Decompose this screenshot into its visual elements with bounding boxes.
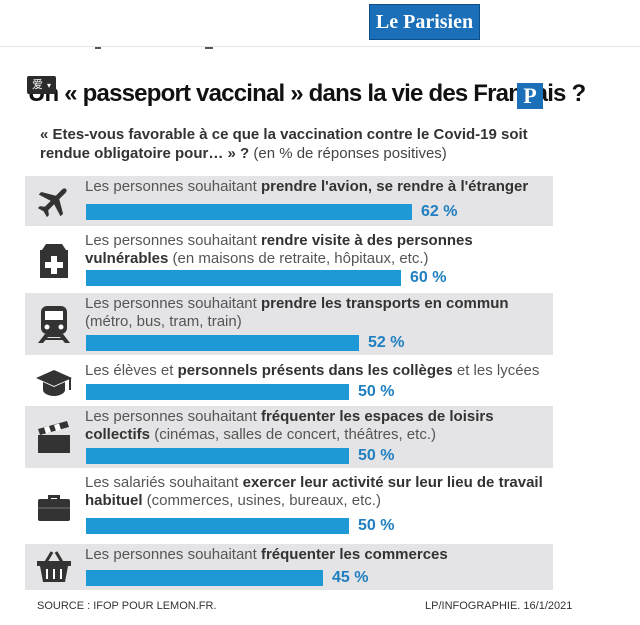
category-label: Les salariés souhaitant exercer leur act… xyxy=(85,474,555,510)
chart-row: Les salariés souhaitant exercer leur act… xyxy=(25,472,553,540)
value-label: 60 % xyxy=(410,269,447,286)
scan-artifact xyxy=(95,47,101,49)
category-label: Les élèves et personnels présents dans l… xyxy=(85,362,555,380)
value-label: 50 % xyxy=(358,447,395,464)
label-text: (cinémas, salles de concert, théâtres, e… xyxy=(150,426,436,443)
label-text: Les salariés souhaitant xyxy=(85,474,243,491)
briefcase-icon xyxy=(29,483,79,529)
le-parisien-logo[interactable]: Le Parisien xyxy=(369,4,480,40)
label-emphasis: rendre visite à des personnes vulnérable… xyxy=(85,232,473,267)
chevron-down-icon: ▾ xyxy=(47,81,52,90)
label-text: et les lycées xyxy=(452,362,540,379)
bar xyxy=(86,448,349,464)
label-emphasis: personnels présents dans les collèges xyxy=(177,362,453,379)
label-emphasis: exercer leur activité sur leur lieu de t… xyxy=(85,474,543,509)
medical-cross-icon xyxy=(29,237,79,283)
value-label: 52 % xyxy=(368,334,405,351)
parisien-p-logo: P xyxy=(517,83,543,109)
bar xyxy=(86,518,349,534)
label-text: Les personnes souhaitant xyxy=(85,408,261,425)
category-label: Les personnes souhaitant prendre l'avion… xyxy=(85,178,555,196)
scan-artifact xyxy=(205,47,213,49)
bar xyxy=(86,270,401,286)
value-label: 62 % xyxy=(421,203,458,220)
tag-label: 爱 xyxy=(32,79,43,91)
shopping-basket-icon xyxy=(29,544,79,590)
value-label: 50 % xyxy=(358,383,395,400)
question-unit: (en % de réponses positives) xyxy=(249,145,447,162)
chart-row: Les personnes souhaitant prendre les tra… xyxy=(25,293,553,355)
bar xyxy=(86,335,359,351)
label-emphasis: fréquenter les commerces xyxy=(260,546,448,563)
category-label: Les personnes souhaitant rendre visite à… xyxy=(85,232,555,268)
bar xyxy=(86,384,349,400)
chart-title: Un « passeport vaccinal » dans la vie de… xyxy=(28,80,586,107)
value-label: 50 % xyxy=(358,517,395,534)
chart-row: Les personnes souhaitant fréquenter les … xyxy=(25,544,553,590)
clapperboard-icon xyxy=(29,414,79,460)
source-note: SOURCE : IFOP POUR LEMON.FR. xyxy=(37,600,217,612)
label-emphasis: prendre les transports en commun xyxy=(260,295,509,312)
chart-row: Les personnes souhaitant fréquenter les … xyxy=(25,406,553,468)
survey-question: « Etes-vous favorable à ce que la vaccin… xyxy=(40,125,540,163)
chart-row: Les personnes souhaitant prendre l'avion… xyxy=(25,176,553,226)
category-label: Les personnes souhaitant fréquenter les … xyxy=(85,546,555,564)
tag-badge[interactable]: 爱 ▾ xyxy=(27,76,57,94)
value-label: 45 % xyxy=(332,569,369,586)
train-icon xyxy=(29,301,79,347)
category-label: Les personnes souhaitant prendre les tra… xyxy=(85,295,555,331)
airplane-icon xyxy=(29,178,79,224)
header-divider xyxy=(0,46,640,47)
label-text: (commerces, usines, bureaux, etc.) xyxy=(142,492,381,509)
bar xyxy=(86,204,412,220)
label-text: Les personnes souhaitant xyxy=(85,546,261,563)
question-text: « Etes-vous favorable à ce que la vaccin… xyxy=(40,126,528,162)
credit-note: LP/INFOGRAPHIE. 16/1/2021 xyxy=(425,600,573,612)
label-text: Les personnes souhaitant xyxy=(85,178,261,195)
label-text: (métro, bus, tram, train) xyxy=(85,313,242,330)
label-emphasis: fréquenter les espaces de loisirs collec… xyxy=(85,408,494,443)
chart-row: Les personnes souhaitant rendre visite à… xyxy=(25,230,553,290)
label-emphasis: prendre l'avion, se rendre à l'étranger xyxy=(260,178,529,195)
label-text: (en maisons de retraite, hôpitaux, etc.) xyxy=(168,250,429,267)
label-text: Les élèves et xyxy=(85,362,178,379)
category-label: Les personnes souhaitant fréquenter les … xyxy=(85,408,555,444)
graduation-cap-icon xyxy=(29,360,79,406)
chart-row: Les élèves et personnels présents dans l… xyxy=(25,360,553,402)
bar xyxy=(86,570,323,586)
label-text: Les personnes souhaitant xyxy=(85,232,261,249)
label-text: Les personnes souhaitant xyxy=(85,295,261,312)
